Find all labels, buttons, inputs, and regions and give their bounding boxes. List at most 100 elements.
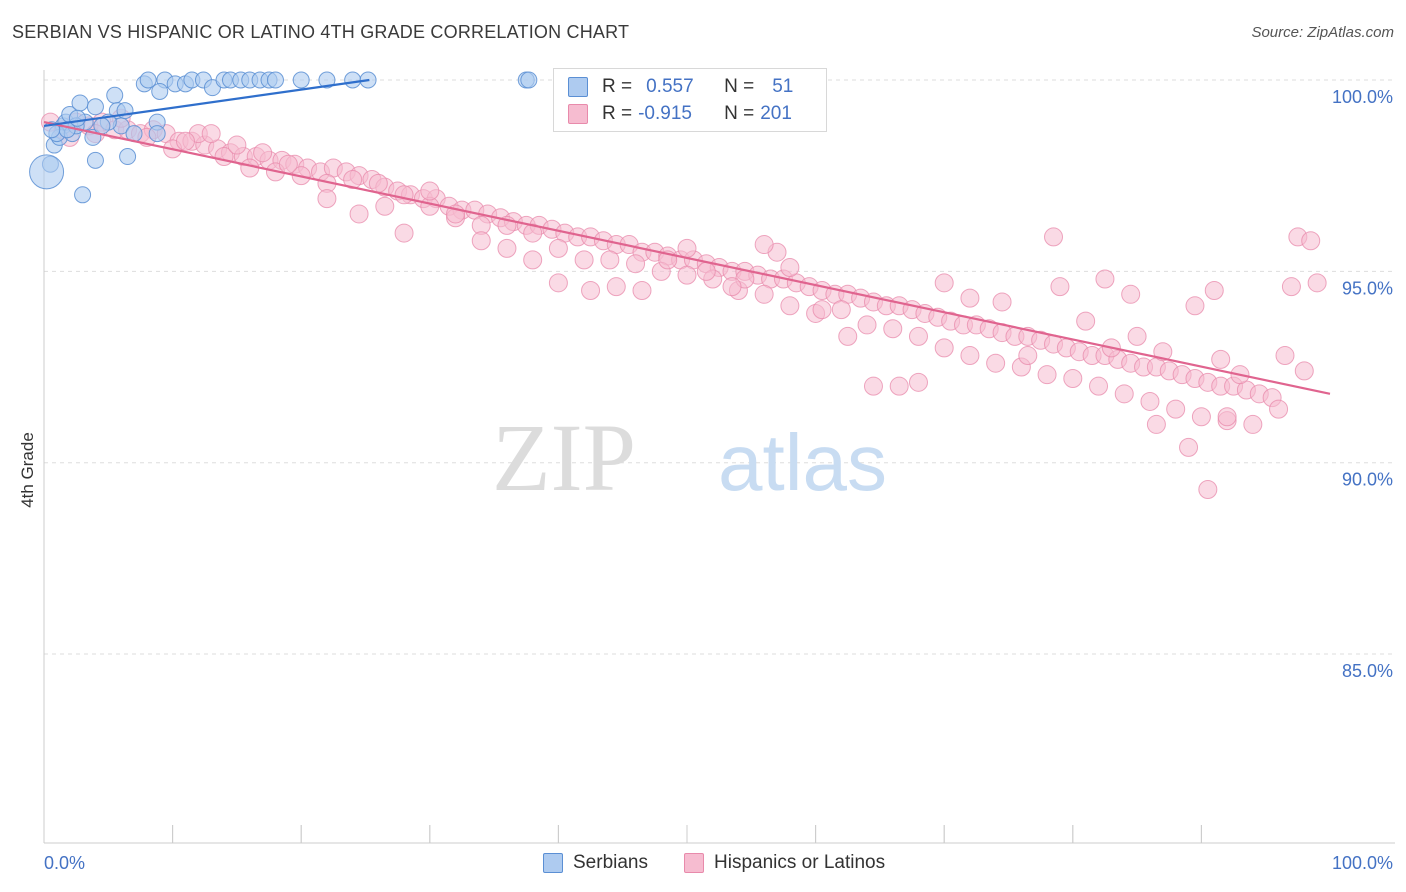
hispanic-point — [523, 223, 543, 243]
hispanic-point — [227, 135, 247, 155]
hispanic-point — [1198, 479, 1218, 499]
serbian-point — [29, 154, 65, 190]
hispanic-point — [523, 250, 543, 270]
hispanic-point — [1179, 437, 1199, 457]
hispanic-point — [1307, 273, 1327, 293]
y-tick-labels: 100.0% 95.0% 90.0% 85.0% — [1332, 87, 1393, 681]
serbian-point — [344, 71, 362, 89]
hispanic-point — [754, 235, 774, 255]
hispanic-point — [986, 353, 1006, 373]
hispanic-trend-line — [43, 121, 1331, 395]
r-label: R = — [602, 103, 633, 124]
hispanic-point — [1050, 277, 1070, 297]
hispanic-point — [394, 223, 414, 243]
hispanic-point — [1063, 369, 1083, 389]
serbian-point — [68, 109, 86, 127]
hispanic-point — [632, 280, 652, 300]
stats-legend: R = 0.557 N = 51 R = -0.915 N = 201 — [553, 68, 827, 132]
serbian-point — [93, 117, 111, 135]
hispanic-point — [1044, 227, 1064, 247]
hispanic-point — [1018, 346, 1038, 366]
hispanic-point — [677, 238, 697, 258]
hispanic-point — [992, 292, 1012, 312]
x-tick-label-min: 0.0% — [44, 853, 85, 873]
serbian-point — [86, 151, 104, 169]
hispanic-point — [574, 250, 594, 270]
hispanic-point — [1269, 399, 1289, 419]
hispanic-point — [812, 300, 832, 320]
hispanic-point — [780, 296, 800, 316]
hispanic-point — [375, 196, 395, 216]
hispanics-legend-label: Hispanics or Latinos — [714, 852, 886, 873]
hispanic-point — [581, 280, 601, 300]
serbian-point — [74, 186, 92, 204]
hispanic-point — [960, 346, 980, 366]
hispanic-point — [831, 300, 851, 320]
hispanic-point — [626, 254, 646, 274]
serbian-point — [148, 125, 166, 143]
serbians-swatch — [568, 77, 588, 97]
axes — [43, 70, 1395, 844]
hispanic-point — [317, 189, 337, 209]
watermark-zip: ZIP — [492, 404, 636, 511]
legend-item-hispanics[interactable]: Hispanics or Latinos — [684, 852, 885, 874]
hispanic-point — [201, 124, 221, 144]
hispanics-legend-swatch — [684, 853, 704, 873]
legend-row-serbians: R = 0.557 N = 51 — [568, 74, 793, 100]
serbian-point — [106, 86, 124, 104]
serbians-r-value: 0.557 — [646, 76, 694, 97]
hispanic-point — [1089, 376, 1109, 396]
hispanic-point — [394, 185, 414, 205]
y-tick-label: 95.0% — [1342, 278, 1393, 298]
hispanic-point — [471, 231, 491, 251]
x-tick-label-max: 100.0% — [1332, 853, 1393, 873]
serbians-legend-swatch — [543, 853, 563, 873]
hispanic-point — [600, 250, 620, 270]
hispanic-point — [1301, 231, 1321, 251]
hispanic-point — [838, 326, 858, 346]
serbian-points — [29, 71, 538, 204]
hispanic-point — [908, 326, 928, 346]
hispanic-point — [934, 338, 954, 358]
serbian-point — [71, 94, 89, 112]
series-legend: Serbians Hispanics or Latinos — [0, 852, 1406, 878]
hispanic-point — [497, 238, 517, 258]
legend-item-serbians[interactable]: Serbians — [543, 852, 648, 874]
hispanic-point — [1294, 361, 1314, 381]
serbian-point — [86, 98, 104, 116]
hispanic-point — [677, 265, 697, 285]
hispanic-point — [863, 376, 883, 396]
hispanic-point — [883, 319, 903, 339]
n-label: N = — [724, 76, 755, 97]
hispanic-point — [908, 372, 928, 392]
serbian-point — [266, 71, 284, 89]
hispanic-point — [934, 273, 954, 293]
chart-title: SERBIAN VS HISPANIC OR LATINO 4TH GRADE … — [12, 22, 630, 42]
hispanic-point — [1185, 296, 1205, 316]
hispanic-point — [722, 277, 742, 297]
x-tick-labels: 0.0% 100.0% — [44, 853, 1393, 873]
hispanic-point — [780, 258, 800, 278]
y-tick-label: 100.0% — [1332, 87, 1393, 107]
hispanic-point — [1146, 414, 1166, 434]
hispanic-point — [889, 376, 909, 396]
hispanic-point — [1037, 365, 1057, 385]
watermark-atlas: atlas — [718, 418, 887, 507]
hispanic-point — [420, 181, 440, 201]
hispanic-point — [1076, 311, 1096, 331]
hispanic-point — [278, 154, 298, 174]
serbian-trend-line — [43, 78, 370, 128]
hispanic-point — [1153, 342, 1173, 362]
serbian-point — [318, 71, 336, 89]
hispanic-point — [175, 131, 195, 151]
source-credit: Source: ZipAtlas.com — [1251, 24, 1394, 41]
serbian-point — [151, 82, 169, 100]
hispanics-n-value: 201 — [760, 103, 792, 124]
hispanic-point — [1275, 346, 1295, 366]
hispanic-points — [40, 108, 1327, 499]
y-tick-label: 85.0% — [1342, 661, 1393, 681]
hispanic-point — [696, 261, 716, 281]
hispanic-point — [253, 143, 273, 163]
hispanic-point — [1217, 407, 1237, 427]
